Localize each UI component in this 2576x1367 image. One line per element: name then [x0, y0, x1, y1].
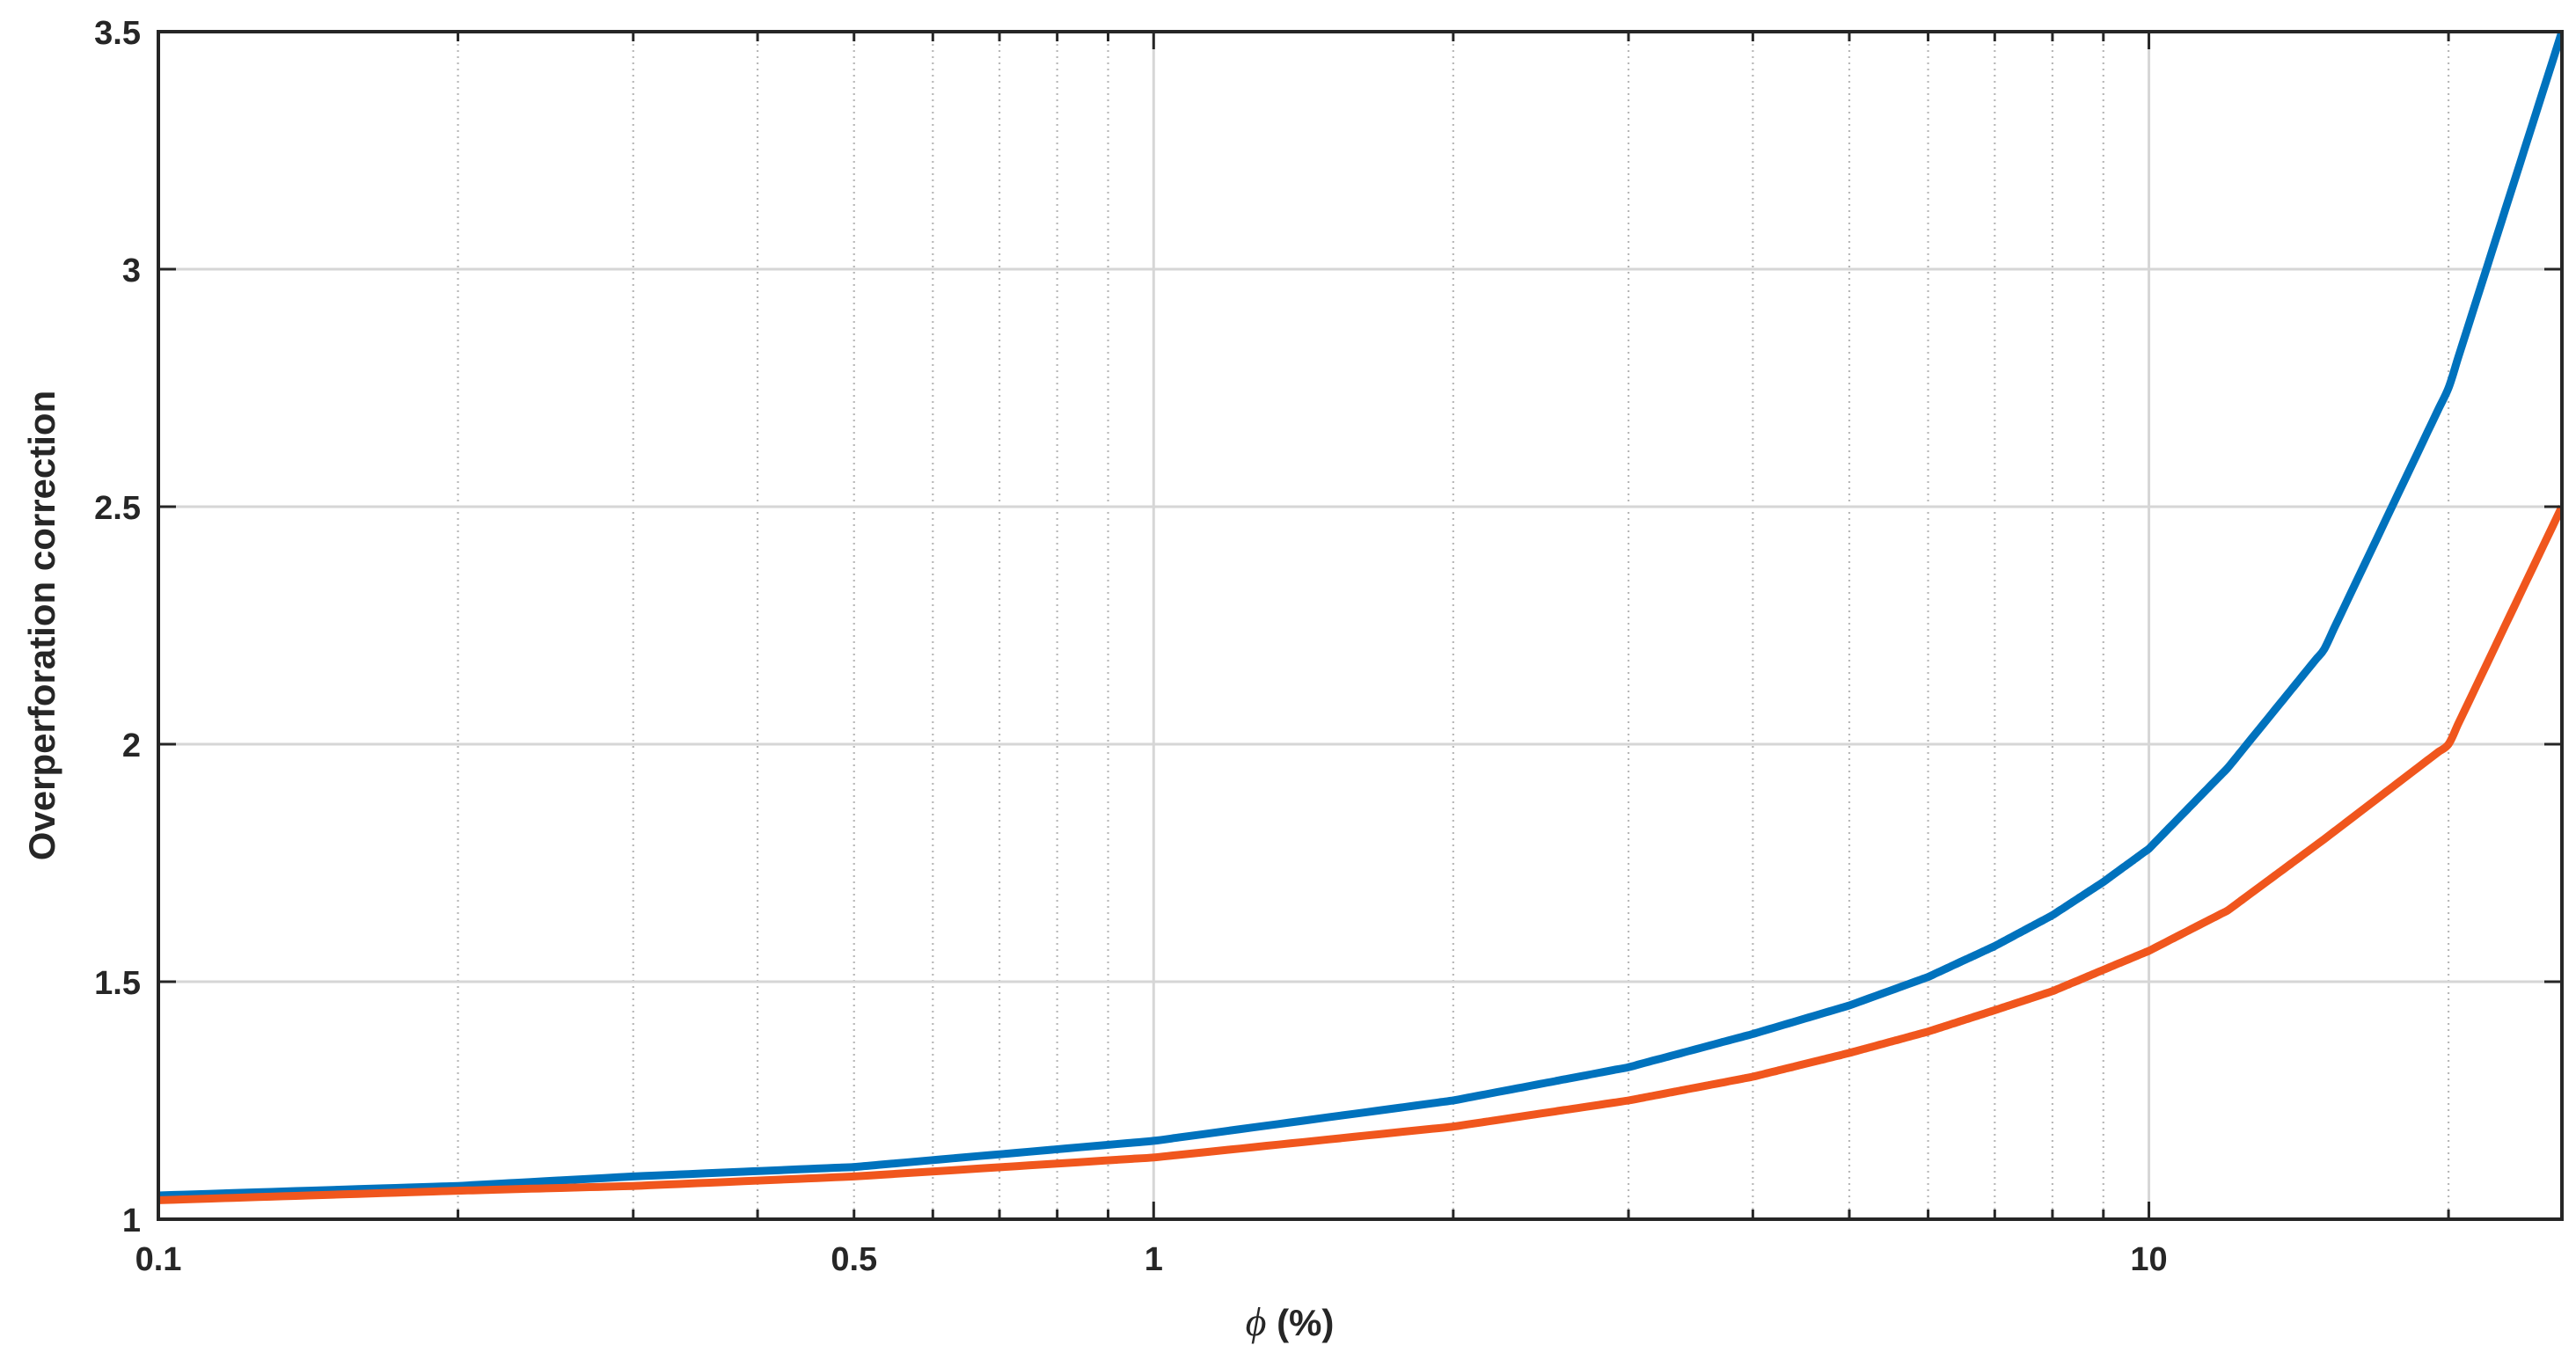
tick-marks: [158, 30, 2562, 1221]
y-tick-labels: 1 1.5 2 2.5 3 3.5: [94, 15, 141, 1239]
x-tick-label: 0.1: [135, 1241, 182, 1278]
x-tick-label: 0.5: [831, 1241, 877, 1278]
series-1-line: [158, 32, 2562, 1200]
data-series: [158, 32, 2562, 1204]
x-tick-label: 10: [2130, 1241, 2167, 1278]
x-axis-title-unit: (%): [1266, 1302, 1334, 1343]
series-2-line: [158, 505, 2562, 1204]
x-axis-title-symbol: ϕ: [1246, 1299, 1267, 1344]
x-tick-label: 1: [1145, 1241, 1163, 1278]
y-tick-label: 2: [122, 727, 141, 764]
x-tick-labels: 0.1 0.5 1 10: [135, 1241, 2168, 1278]
y-tick-label: 3.5: [94, 15, 141, 52]
x-axis-title: ϕ (%): [1246, 1299, 1335, 1344]
y-tick-label: 1.5: [94, 965, 141, 1002]
y-axis-title: Overperforation correction: [21, 391, 62, 860]
y-tick-label: 3: [122, 252, 141, 289]
plot-area-frame: [157, 30, 2564, 1221]
y-tick-label: 2.5: [94, 490, 141, 527]
y-tick-label: 1: [122, 1203, 141, 1239]
